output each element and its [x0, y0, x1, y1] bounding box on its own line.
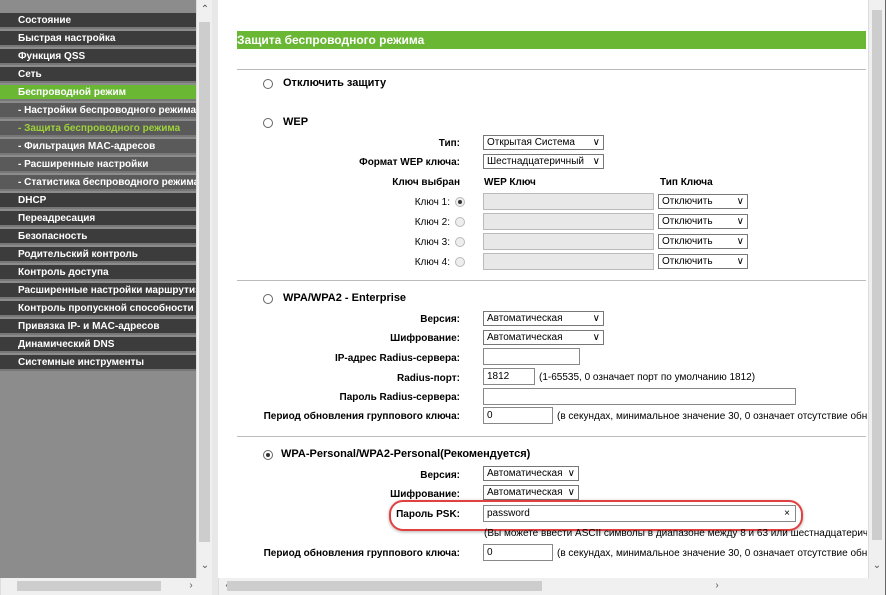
sidebar-item[interactable]: Контроль пропускной способности: [0, 301, 196, 317]
wep-type-select[interactable]: Открытая Система: [483, 135, 604, 150]
sidebar-item[interactable]: Состояние: [0, 13, 196, 29]
sidebar-scroll-thumb[interactable]: [199, 22, 210, 542]
sidebar-item[interactable]: Расширенные настройки маршрутизации: [0, 283, 196, 299]
scroll-down-icon[interactable]: ⌄: [872, 560, 882, 571]
wep-key-radio[interactable]: [455, 257, 465, 267]
divider: [237, 69, 866, 70]
wep-key-label: Ключ 1:: [414, 197, 450, 208]
wep-key-label: Ключ 3:: [414, 237, 450, 248]
sidebar-item[interactable]: Контроль доступа: [0, 265, 196, 281]
sidebar-item[interactable]: Привязка IP- и MAC-адресов: [0, 319, 196, 335]
ent-encryption-label: Шифрование:: [390, 333, 460, 344]
sidebar-item[interactable]: Динамический DNS: [0, 337, 196, 353]
divider: [237, 280, 866, 281]
psk-value: password: [487, 508, 530, 519]
scroll-right-icon[interactable]: ›: [715, 580, 719, 591]
enterprise-label: WPA/WPA2 - Enterprise: [283, 292, 407, 304]
wep-key-radio[interactable]: [455, 197, 465, 207]
wep-key-type-select[interactable]: Отключить: [658, 194, 748, 209]
psk-password-label: Пароль PSK:: [396, 509, 460, 520]
main-hscroll-thumb[interactable]: [227, 581, 542, 591]
sidebar-scrollbar[interactable]: ⌃ ⌄: [196, 0, 213, 578]
wep-key-type-select[interactable]: Отключить: [658, 234, 748, 249]
psk-group-key-input[interactable]: 0: [483, 544, 553, 561]
wep-format-select[interactable]: Шестнадцатеричный: [483, 154, 604, 169]
main-scrollbar[interactable]: ⌄: [868, 0, 886, 578]
sidebar-item[interactable]: - Защита беспроводного режима: [0, 121, 196, 137]
ent-encryption-select[interactable]: Автоматическая: [483, 330, 604, 345]
wep-key-radio[interactable]: [455, 217, 465, 227]
wep-key-type-select[interactable]: Отключить: [658, 254, 748, 269]
radius-ip-label: IP-адрес Radius-сервера:: [334, 353, 460, 364]
sidebar-item[interactable]: DHCP: [0, 193, 196, 209]
wep-key-input[interactable]: [483, 213, 654, 230]
disable-security-label: Отключить защиту: [283, 77, 387, 89]
wep-key-input[interactable]: [483, 233, 654, 250]
disable-security-radio[interactable]: [263, 79, 273, 89]
main-scroll-thumb[interactable]: [872, 10, 882, 540]
sidebar-item[interactable]: - Фильтрация MAC-адресов: [0, 139, 196, 155]
ent-group-key-note: (в секундах, минимальное значение 30, 0 …: [557, 411, 867, 422]
col-wep-key: WEP Ключ: [484, 177, 536, 188]
divider: [237, 436, 866, 437]
psk-encryption-label: Шифрование:: [390, 489, 460, 500]
psk-note: (Вы можете ввести ASCII символы в диапаз…: [484, 528, 867, 539]
sidebar-item[interactable]: - Настройки беспроводного режима: [0, 103, 196, 119]
frame-divider: [212, 0, 218, 595]
personal-radio[interactable]: [263, 450, 273, 460]
ent-group-key-label: Период обновления группового ключа:: [263, 411, 460, 422]
sidebar-item[interactable]: Безопасность: [0, 229, 196, 245]
ent-version-label: Версия:: [420, 314, 460, 325]
ent-group-key-input[interactable]: 0: [483, 407, 553, 424]
psk-group-key-label: Период обновления группового ключа:: [263, 548, 460, 559]
sidebar-item[interactable]: Быстрая настройка: [0, 31, 196, 47]
enterprise-radio[interactable]: [263, 294, 273, 304]
psk-version-select[interactable]: Автоматическая: [483, 466, 579, 481]
radius-port-input[interactable]: 1812: [483, 368, 535, 385]
psk-encryption-select[interactable]: Автоматическая: [483, 485, 579, 500]
sidebar-hscroll-thumb[interactable]: [17, 581, 161, 591]
sidebar-item[interactable]: Системные инструменты: [0, 355, 196, 371]
sidebar-item[interactable]: Беспроводной режим: [0, 85, 196, 101]
wep-format-label: Формат WEP ключа:: [359, 157, 460, 168]
sidebar-item[interactable]: - Расширенные настройки: [0, 157, 196, 173]
wep-label: WEP: [283, 116, 309, 128]
col-key-selected: Ключ выбран: [392, 177, 460, 188]
clear-icon[interactable]: ×: [784, 508, 790, 519]
wep-key-label: Ключ 2:: [414, 217, 450, 228]
main-hscrollbar[interactable]: ‹ ›: [218, 578, 886, 595]
wep-radio[interactable]: [263, 118, 273, 128]
sidebar-item[interactable]: Функция QSS: [0, 49, 196, 65]
psk-password-input[interactable]: password ×: [483, 505, 796, 522]
wep-key-input[interactable]: [483, 193, 654, 210]
radius-password-input[interactable]: [483, 388, 796, 405]
sidebar-item[interactable]: Переадресация: [0, 211, 196, 227]
radius-port-note: (1-65535, 0 означает порт по умолчанию 1…: [539, 372, 756, 383]
wep-key-label: Ключ 4:: [414, 257, 450, 268]
col-key-type: Тип Ключа: [660, 177, 713, 188]
wep-type-label: Тип:: [438, 138, 460, 149]
psk-highlight: [389, 500, 803, 531]
ent-version-select[interactable]: Автоматическая: [483, 311, 604, 326]
page-title: Защита беспроводного режима: [237, 31, 866, 49]
psk-group-key-note: (в секундах, минимальное значение 30, 0 …: [557, 548, 867, 559]
wep-key-input[interactable]: [483, 253, 654, 270]
sidebar-item[interactable]: - Статистика беспроводного режима: [0, 175, 196, 191]
sidebar-item[interactable]: Сеть: [0, 67, 196, 83]
scroll-right-icon[interactable]: ›: [189, 580, 193, 591]
wep-key-type-select[interactable]: Отключить: [658, 214, 748, 229]
radius-ip-input[interactable]: [483, 348, 580, 365]
sidebar-item[interactable]: Родительский контроль: [0, 247, 196, 263]
radius-port-label: Radius-порт:: [396, 373, 460, 384]
radius-password-label: Пароль Radius-сервера:: [339, 392, 460, 403]
sidebar-hscrollbar[interactable]: ›: [0, 578, 213, 595]
psk-version-label: Версия:: [420, 470, 460, 481]
scroll-up-icon[interactable]: ⌃: [200, 4, 210, 15]
wep-key-radio[interactable]: [455, 237, 465, 247]
personal-label: WPA-Personal/WPA2-Personal(Рекомендуется…: [281, 448, 531, 460]
scroll-down-icon[interactable]: ⌄: [200, 560, 210, 571]
